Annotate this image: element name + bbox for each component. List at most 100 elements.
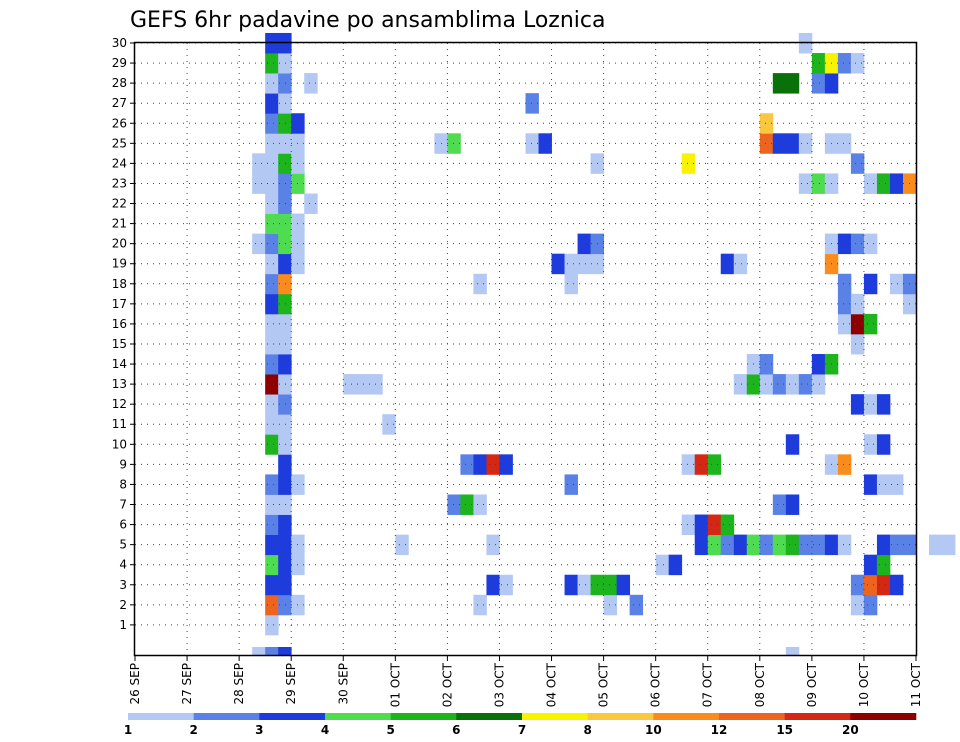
heatmap-cell: [616, 574, 631, 596]
y-tick-label: 6: [119, 518, 127, 532]
heatmap-cell: [772, 494, 787, 515]
heatmap-cell: [942, 534, 956, 556]
y-tick-label: 11: [112, 417, 127, 431]
heatmap-cell: [785, 434, 800, 455]
heatmap-cell: [707, 454, 722, 475]
heatmap-cell: [798, 374, 813, 395]
heatmap-cell: [486, 574, 500, 596]
colorbar-label: 2: [189, 723, 197, 737]
heatmap-cell: [850, 574, 865, 596]
heatmap-cells: [252, 32, 956, 655]
colorbar-label: 12: [711, 723, 728, 737]
x-tick-label: 08 OCT: [753, 662, 767, 707]
heatmap-cell: [278, 253, 292, 275]
heatmap-cell: [889, 534, 904, 556]
y-tick-label: 28: [112, 76, 127, 90]
heatmap-cell: [278, 53, 292, 74]
heatmap-cell: [811, 173, 826, 194]
y-tick-label: 3: [119, 578, 127, 592]
heatmap-cell: [278, 374, 292, 395]
heatmap-cell: [863, 594, 878, 616]
heatmap-cell: [733, 374, 748, 395]
heatmap-cell: [395, 534, 409, 556]
heatmap-cell: [252, 647, 266, 655]
heatmap-cell: [499, 454, 513, 475]
heatmap-cell: [278, 394, 292, 415]
heatmap-cell: [265, 273, 279, 295]
heatmap-cell: [850, 233, 865, 255]
y-tick-label: 12: [112, 397, 127, 411]
heatmap-cell: [889, 474, 904, 495]
x-tick-label: 04 OCT: [545, 662, 559, 707]
y-tick-label: 15: [112, 337, 127, 351]
heatmap-cell: [265, 354, 279, 375]
heatmap-cell: [278, 647, 292, 655]
y-tick-label: 8: [119, 477, 127, 491]
heatmap-cell: [278, 434, 292, 455]
heatmap-cell: [785, 133, 800, 154]
heatmap-cell: [460, 494, 474, 515]
y-tick-label: 9: [119, 457, 127, 471]
heatmap-cell: [278, 153, 292, 174]
heatmap-cell: [733, 534, 748, 556]
heatmap-cell: [759, 534, 774, 556]
heatmap-cell: [837, 313, 852, 335]
y-tick-label: 13: [112, 377, 127, 391]
x-axis: 26 SEP 27 SEP 28 SEP 29 SEP 30 SEP 01 OCT 02 O…: [128, 655, 923, 707]
heatmap-cell: [811, 374, 826, 395]
heatmap-cell: [720, 514, 735, 536]
heatmap-cell: [265, 253, 279, 275]
x-tick-label: 28 SEP: [232, 663, 246, 705]
x-tick-label: 29 SEP: [284, 663, 298, 705]
heatmap-cell: [707, 534, 722, 556]
x-tick-label: 30 SEP: [336, 663, 350, 705]
heatmap-cell: [278, 514, 292, 536]
y-tick-label: 23: [112, 176, 127, 190]
colorbar-segment: [784, 713, 851, 720]
heatmap-cell: [837, 53, 852, 74]
heatmap-cell: [278, 213, 292, 235]
heatmap-cell: [850, 53, 865, 74]
y-tick-label: 2: [119, 598, 127, 612]
heatmap-cell: [343, 374, 357, 395]
y-tick-label: 17: [112, 297, 127, 311]
heatmap-cell: [265, 574, 279, 596]
heatmap-cell: [265, 494, 279, 515]
heatmap-cell: [265, 594, 279, 616]
colorbar-segment: [653, 713, 720, 720]
x-tick-label: 27 SEP: [180, 663, 194, 705]
colorbar-segment: [522, 713, 588, 720]
colorbar-label: 7: [518, 723, 526, 737]
heatmap-cell: [278, 454, 292, 475]
heatmap-cell: [863, 554, 878, 576]
heatmap-cell: [265, 173, 279, 194]
y-tick-label: 25: [112, 136, 127, 150]
heatmap-cell: [473, 454, 487, 475]
heatmap-cell: [460, 454, 474, 475]
heatmap-cell: [278, 73, 292, 94]
heatmap-cell: [278, 594, 292, 616]
heatmap-cell: [577, 233, 591, 255]
heatmap-cell: [720, 534, 735, 556]
heatmap-cell: [447, 494, 461, 515]
heatmap-cell: [850, 293, 865, 315]
y-tick-label: 18: [112, 277, 127, 291]
x-tick-label: 03 OCT: [492, 662, 506, 707]
heatmap-cell: [278, 133, 292, 154]
heatmap-cell: [655, 554, 670, 576]
y-tick-label: 26: [112, 116, 127, 130]
heatmap-cell: [772, 133, 787, 154]
heatmap-cell: [876, 394, 891, 415]
heatmap-cell: [798, 534, 813, 556]
heatmap-cell: [629, 594, 644, 616]
heatmap-cell: [811, 53, 826, 74]
heatmap-cell: [863, 474, 878, 495]
heatmap-cell: [278, 273, 292, 295]
x-tick-label: 09 OCT: [805, 662, 819, 707]
heatmap-cell: [278, 193, 292, 214]
x-tick-label: 06 OCT: [649, 662, 663, 707]
y-tick-label: 1: [119, 618, 127, 632]
heatmap-cell: [356, 374, 370, 395]
y-tick-label: 10: [112, 437, 127, 451]
heatmap-cell: [564, 574, 578, 596]
